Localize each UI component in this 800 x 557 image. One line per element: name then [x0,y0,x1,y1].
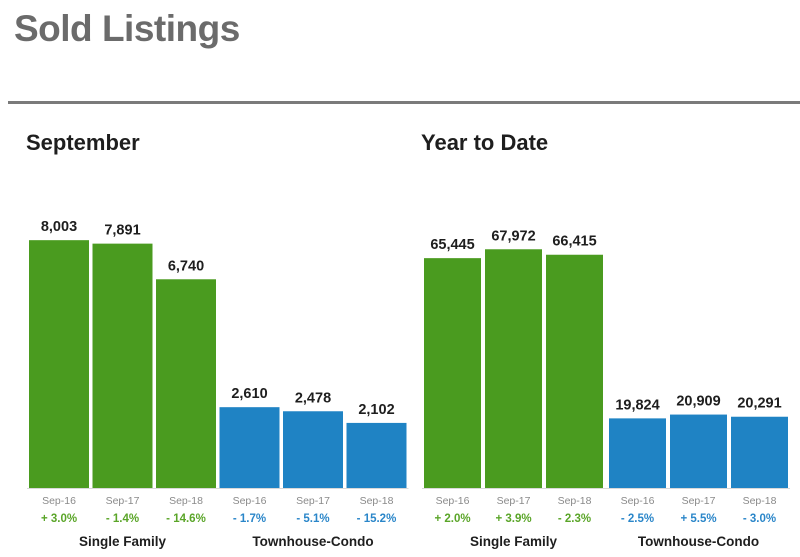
period-tick-label: Sep-17 [497,495,531,507]
period-tick-label: Sep-17 [682,495,716,507]
percent-change-label: - 3.0% [743,513,776,525]
bar-value-label: 2,478 [295,390,331,406]
percent-change-label: - 1.4% [106,513,139,525]
percent-change-label: + 3.9% [495,513,531,525]
bar-value-label: 7,891 [104,223,140,239]
category-group-label: Townhouse-Condo [252,534,373,549]
period-tick-label: Sep-18 [169,495,203,507]
period-tick-label: Sep-16 [621,495,655,507]
bar-0-1-2 [346,422,407,488]
percent-change-label: - 15.2% [357,513,397,525]
bar-0-1-1 [283,411,343,488]
bar-0-0-1 [92,243,153,488]
period-tick-label: Sep-17 [106,495,140,507]
percent-change-label: + 3.0% [41,513,77,525]
page-title: Sold Listings [14,8,240,49]
period-tick-label: Sep-16 [436,495,470,507]
bar-0-0-2 [156,279,216,488]
title-divider [8,101,800,104]
percent-change-label: - 5.1% [296,513,329,525]
ytd-panel-title: Year to Date [421,130,549,155]
period-tick-label: Sep-18 [360,495,394,507]
category-group-label: Townhouse-Condo [638,534,759,549]
bar-value-label: 8,003 [41,219,77,235]
percent-change-label: + 2.0% [434,513,470,525]
period-tick-label: Sep-18 [558,495,592,507]
bar-1-1-1 [670,414,727,488]
category-group-label: Single Family [470,534,558,549]
bar-value-label: 20,909 [676,394,720,410]
period-tick-label: Sep-16 [233,495,267,507]
percent-change-label: - 1.7% [233,513,266,525]
bar-value-label: 6,740 [168,258,204,274]
percent-change-label: - 2.5% [621,513,654,525]
bar-value-label: 65,445 [430,237,474,253]
bar-value-label: 2,102 [358,402,394,418]
bar-value-label: 20,291 [737,396,781,412]
bar-0-0-0 [29,240,89,488]
bar-0-1-0 [219,407,280,488]
percent-change-label: + 5.5% [680,513,716,525]
bar-value-label: 2,610 [231,386,267,402]
bar-value-label: 67,972 [491,228,535,244]
bar-1-0-0 [424,258,481,488]
bar-1-1-2 [731,416,788,488]
bar-value-label: 66,415 [552,234,596,250]
bar-1-1-0 [609,418,666,488]
september-panel-title: September [26,130,140,155]
period-tick-label: Sep-17 [296,495,330,507]
bar-value-label: 19,824 [615,397,659,413]
percent-change-label: - 2.3% [558,513,591,525]
bar-1-0-1 [485,249,542,488]
period-tick-label: Sep-16 [42,495,76,507]
bar-1-0-2 [546,254,603,488]
percent-change-label: - 14.6% [166,513,206,525]
category-group-label: Single Family [79,534,167,549]
period-tick-label: Sep-18 [743,495,777,507]
